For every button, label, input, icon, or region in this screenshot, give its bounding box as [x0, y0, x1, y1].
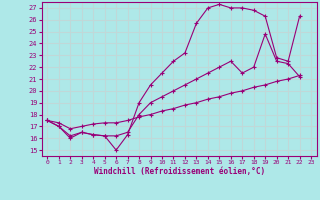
X-axis label: Windchill (Refroidissement éolien,°C): Windchill (Refroidissement éolien,°C): [94, 167, 265, 176]
